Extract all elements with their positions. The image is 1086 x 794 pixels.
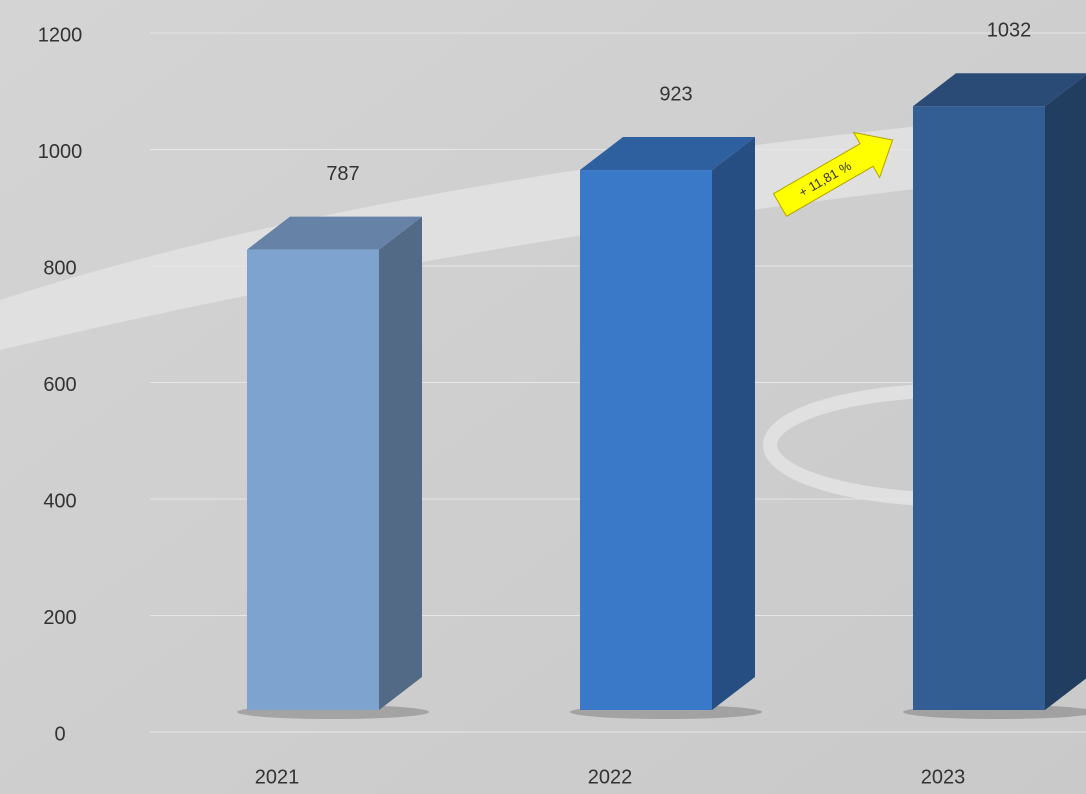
bar [580, 170, 712, 711]
bar [247, 249, 379, 711]
bar [913, 106, 1045, 710]
bar-side [1045, 74, 1086, 710]
x-tick-label: 2021 [255, 766, 300, 788]
bar-side [712, 137, 755, 711]
bar-top [580, 137, 755, 171]
y-tick-label: 1200 [38, 24, 83, 46]
bar-top [913, 73, 1086, 107]
y-tick-label: 1000 [38, 141, 83, 163]
x-tick-label: 2023 [921, 766, 966, 788]
y-tick-label: 800 [43, 257, 76, 279]
y-tick-label: 200 [43, 607, 76, 629]
bar-top [247, 216, 422, 250]
y-tick-label: 400 [43, 490, 76, 512]
bar-side [379, 216, 422, 711]
y-tick-label: 600 [43, 374, 76, 396]
arrow-shape [772, 131, 894, 217]
value-label: 1032 [987, 20, 1032, 42]
value-label: 923 [659, 83, 692, 105]
y-tick-label: 0 [54, 723, 65, 745]
x-tick-label: 2022 [588, 766, 633, 788]
value-label: 787 [326, 163, 359, 185]
